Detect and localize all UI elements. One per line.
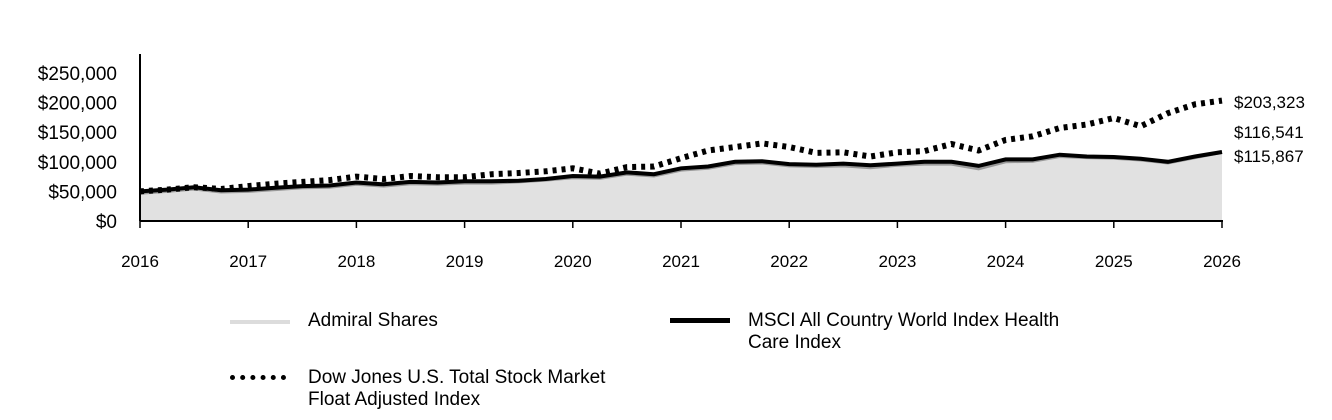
x-tick-label: 2022 bbox=[770, 252, 808, 271]
end-value-label: $115,867 bbox=[1234, 147, 1304, 166]
legend-item-dowjones: Dow Jones U.S. Total Stock Market Float A… bbox=[230, 367, 605, 411]
y-tick-label: $250,000 bbox=[38, 64, 117, 85]
legend-label: MSCI All Country World Index Health bbox=[748, 310, 1060, 331]
series-line-dow-jones bbox=[139, 97, 1223, 195]
y-tick-label: $50,000 bbox=[48, 182, 117, 203]
growth-chart: $0 $50,000 $100,000 $150,000 $200,000 $250,00… bbox=[38, 54, 1305, 271]
y-tick-label: $100,000 bbox=[38, 153, 117, 174]
legend-swatch-dowjones bbox=[230, 375, 286, 380]
legend-label: Admiral Shares bbox=[308, 310, 438, 331]
y-tick-label: $150,000 bbox=[38, 123, 117, 144]
x-tick-label: 2019 bbox=[446, 252, 484, 271]
series-area-admiral-shares bbox=[140, 152, 1222, 221]
x-tick-label: 2016 bbox=[121, 252, 159, 271]
x-tick-label: 2020 bbox=[554, 252, 592, 271]
end-value-label: $116,541 bbox=[1234, 123, 1304, 142]
x-tick-label: 2025 bbox=[1095, 252, 1133, 271]
y-tick-label: $200,000 bbox=[38, 94, 117, 115]
x-tick-label: 2021 bbox=[662, 252, 700, 271]
legend-label: Float Adjusted Index bbox=[308, 389, 481, 410]
x-tick-label: 2023 bbox=[878, 252, 916, 271]
x-tick-label: 2017 bbox=[229, 252, 267, 271]
x-tick-label: 2026 bbox=[1203, 252, 1241, 271]
x-tick-label: 2024 bbox=[987, 252, 1025, 271]
legend-label: Dow Jones U.S. Total Stock Market bbox=[308, 367, 606, 388]
x-tick-label: 2018 bbox=[337, 252, 375, 271]
y-tick-label: $0 bbox=[96, 212, 117, 233]
end-value-label: $203,323 bbox=[1234, 93, 1305, 112]
series-line-msci-health-care bbox=[139, 150, 1223, 194]
legend-swatch-admiral bbox=[230, 320, 290, 324]
legend-label: Care Index bbox=[748, 332, 841, 353]
legend-item-admiral: Admiral Shares bbox=[230, 310, 438, 332]
legend-swatch-msci bbox=[670, 318, 730, 323]
legend-item-msci: MSCI All Country World Index Health Care … bbox=[670, 310, 1059, 354]
